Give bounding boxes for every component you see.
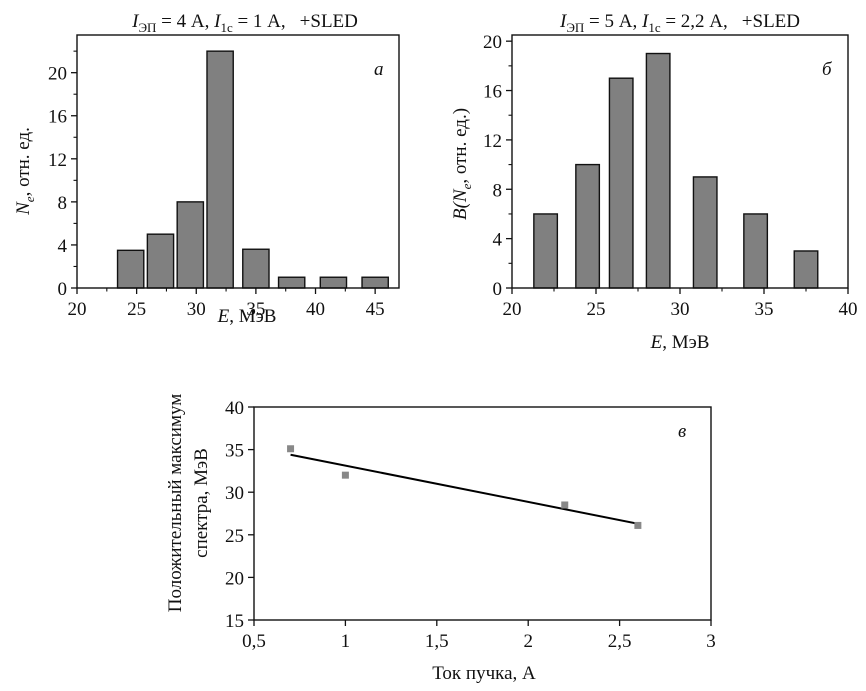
chart-c-y-tick-label: 30 [225, 483, 244, 504]
chart-a-bar [176, 201, 205, 289]
chart-a-x-axis-label: E, МэВ [217, 306, 277, 327]
chart-a-panel-label: а [374, 59, 384, 80]
chart-c-y-tick-label: 20 [225, 568, 244, 589]
chart-a-plot-frame [76, 34, 400, 289]
chart-a-y-tick-label: 16 [48, 107, 67, 128]
chart-a-title: IЭП = 4 А, I1c = 1 А, +SLED [131, 11, 358, 35]
chart-b-x-axis-label: E, МэВ [650, 332, 710, 353]
chart-b-x-tick-label: 20 [503, 299, 522, 320]
chart-a-y-tick-label: 8 [58, 193, 68, 214]
chart-c-x-tick-label: 2,5 [608, 631, 632, 652]
chart-a-x-tick-label: 45 [366, 299, 385, 320]
chart-c-x-tick-label: 1 [341, 631, 351, 652]
chart-b-y-tick-label: 20 [483, 32, 502, 53]
chart-c-y-tick-label: 40 [225, 398, 244, 419]
chart-c-plot-frame [253, 406, 712, 621]
chart-c-y-axis-label-line2: спектра, МэВ [191, 448, 212, 558]
chart-a-x-tick-label: 30 [187, 299, 206, 320]
chart-c-x-axis-label: Ток пучка, А [432, 663, 536, 684]
chart-a-y-axis-label: Ne, отн. ед. [13, 127, 37, 216]
chart-c-point [341, 471, 349, 479]
chart-c-x-tick-label: 3 [706, 631, 716, 652]
chart-b-y-tick-label: 8 [493, 180, 503, 201]
chart-c-point [287, 445, 295, 453]
chart-b-y-tick-label: 12 [483, 131, 502, 152]
chart-a-x-tick-label: 40 [306, 299, 325, 320]
chart-b-y-tick-label: 16 [483, 82, 502, 103]
chart-c-point [634, 521, 642, 529]
chart-c-y-axis-label-line1: Положительный максимум [165, 394, 186, 613]
chart-b-x-tick-label: 40 [839, 299, 858, 320]
chart-b-x-tick-label: 25 [587, 299, 606, 320]
chart-c-x-tick-label: 0,5 [242, 631, 266, 652]
chart-a-y-tick-label: 12 [48, 150, 67, 171]
chart-c-y-tick-label: 15 [225, 611, 244, 632]
chart-a-x-tick-label: 20 [68, 299, 87, 320]
chart-b-panel-label: б [822, 59, 833, 80]
chart-a-y-tick-label: 4 [58, 236, 68, 257]
chart-b-y-axis-label: B(Ne, отн. ед.) [450, 108, 474, 220]
chart-c-fit-line [290, 453, 639, 525]
chart-b-x-tick-label: 35 [755, 299, 774, 320]
chart-c-y-tick-label: 25 [225, 526, 244, 547]
chart-a-bar [116, 249, 145, 289]
chart-c-point [561, 501, 569, 509]
chart-b-y-tick-label: 0 [493, 279, 503, 300]
chart-c-panel-label: в [678, 421, 686, 442]
chart-c-x-tick-label: 1,5 [425, 631, 449, 652]
chart-b-x-tick-label: 30 [671, 299, 690, 320]
chart-b-y-tick-label: 4 [493, 230, 503, 251]
chart-a-y-tick-label: 0 [58, 279, 68, 300]
chart-b-title: IЭП = 5 А, I1c = 2,2 А, +SLED [559, 11, 800, 35]
chart-c-x-tick-label: 2 [523, 631, 533, 652]
chart-a-x-tick-label: 25 [127, 299, 146, 320]
chart-a-y-tick-label: 20 [48, 64, 67, 85]
chart-c-y-tick-label: 35 [225, 441, 244, 462]
chart-a-x-tick-label: 35 [246, 299, 265, 320]
